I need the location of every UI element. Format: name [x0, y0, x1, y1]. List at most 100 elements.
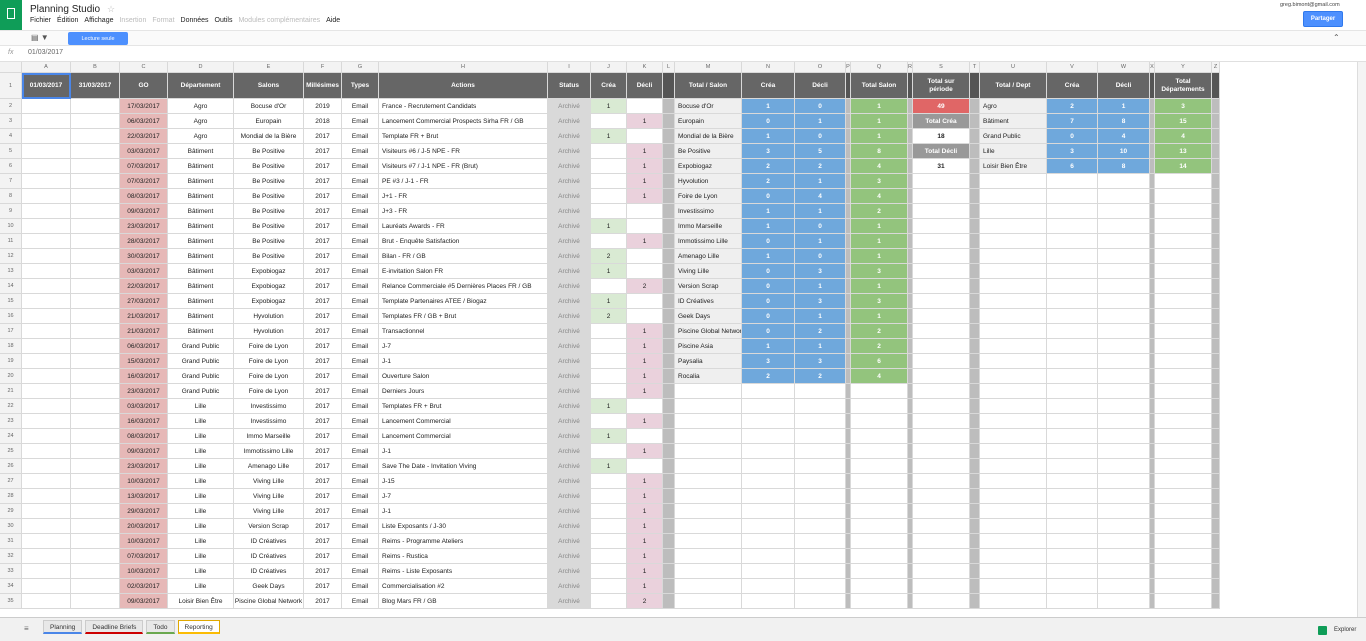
planning-cell: Expobiogaz: [234, 294, 304, 309]
star-icon[interactable]: ☆: [107, 4, 116, 14]
planning-cell: 2017: [304, 279, 342, 294]
planning-cell: Archivé: [548, 279, 591, 294]
planning-cell: Brut - Enquête Satisfaction: [379, 234, 548, 249]
planning-cell: [591, 519, 627, 534]
empty-cell: [913, 414, 970, 429]
planning-cell: Reims - Liste Exposants: [379, 564, 548, 579]
spacer-cell: [846, 369, 851, 384]
period-total: Total Décli: [913, 144, 970, 159]
empty-cell: [1155, 174, 1212, 189]
total-label: Immo Marseille: [675, 219, 742, 234]
planning-cell: Email: [342, 504, 379, 519]
spacer-cell: [970, 444, 980, 459]
planning-cell: Email: [342, 444, 379, 459]
explore-icon[interactable]: [1318, 626, 1327, 635]
empty-cell: [71, 309, 120, 324]
empty-cell: [795, 549, 846, 564]
planning-cell: 1: [627, 504, 663, 519]
explore-button[interactable]: Explorer: [1334, 627, 1357, 633]
sheet-tab[interactable]: Todo: [146, 620, 175, 634]
menu-item[interactable]: Fichier: [30, 17, 52, 24]
planning-cell: J-7: [379, 489, 548, 504]
empty-cell: [980, 369, 1047, 384]
spacer-cell: [1212, 99, 1220, 114]
collapse-icon[interactable]: ⌃: [1333, 33, 1340, 42]
empty-cell: [1047, 399, 1098, 414]
corner: [0, 62, 22, 73]
spacer-cell: [908, 129, 913, 144]
planning-cell: Agro: [168, 99, 234, 114]
share-button[interactable]: Partager: [1303, 11, 1343, 27]
total-value: 3: [1047, 144, 1098, 159]
empty-cell: [795, 504, 846, 519]
spacer-cell: [846, 459, 851, 474]
planning-cell: Bâtiment: [168, 174, 234, 189]
planning-cell: Email: [342, 399, 379, 414]
period-total: Total Créa: [913, 114, 970, 129]
planning-cell: Lille: [168, 444, 234, 459]
sheet-tab[interactable]: Deadline Briefs: [85, 620, 144, 634]
planning-cell: Archivé: [548, 399, 591, 414]
empty-cell: [795, 474, 846, 489]
menu-item[interactable]: Affichage: [84, 17, 114, 24]
empty-cell: [71, 234, 120, 249]
row-number: 24: [0, 429, 22, 444]
menu-item[interactable]: Édition: [57, 17, 79, 24]
spacer-cell: [1150, 444, 1155, 459]
row-number: 1: [0, 73, 22, 99]
empty-cell: [71, 354, 120, 369]
spacer-cell: [846, 144, 851, 159]
menu-item[interactable]: Modules complémentaires: [238, 17, 321, 24]
empty-cell: [1155, 444, 1212, 459]
spacer-cell: [663, 114, 675, 129]
empty-cell: [1098, 174, 1150, 189]
menu-item[interactable]: Insertion: [119, 17, 147, 24]
sheet-list-icon[interactable]: ≡: [24, 624, 29, 633]
spacer-cell: [663, 579, 675, 594]
planning-cell: E-invitation Salon FR: [379, 264, 548, 279]
total-value: 0: [742, 234, 795, 249]
menu-item[interactable]: Format: [152, 17, 175, 24]
planning-cell: Email: [342, 114, 379, 129]
empty-cell: [851, 594, 908, 609]
empty-cell: [1155, 354, 1212, 369]
app-icon[interactable]: [0, 0, 22, 30]
planning-cell: Email: [342, 99, 379, 114]
menu-item[interactable]: Données: [180, 17, 209, 24]
menu-item[interactable]: Outils: [214, 17, 233, 24]
empty-cell: [675, 594, 742, 609]
scrollbar[interactable]: [1357, 62, 1366, 618]
sheet-tab[interactable]: Reporting: [177, 620, 220, 634]
planning-cell: Foire de Lyon: [234, 339, 304, 354]
sheet-tab[interactable]: Planning: [43, 620, 83, 634]
total-value: 0: [795, 99, 846, 114]
empty-cell: [71, 324, 120, 339]
planning-cell: Archivé: [548, 594, 591, 609]
print-icon[interactable]: ▤ ▼: [31, 33, 49, 42]
menu-item[interactable]: Aide: [326, 17, 341, 24]
empty-cell: [980, 324, 1047, 339]
planning-cell: Liste Exposants / J-30: [379, 519, 548, 534]
spacer-cell: [1150, 73, 1155, 99]
empty-cell: [1047, 459, 1098, 474]
total-value: 4: [795, 189, 846, 204]
spacer-cell: [1212, 489, 1220, 504]
total-value: 0: [795, 129, 846, 144]
planning-cell: 15/03/2017: [120, 354, 168, 369]
planning-cell: Email: [342, 204, 379, 219]
planning-cell: Lille: [168, 399, 234, 414]
planning-cell: 08/03/2017: [120, 429, 168, 444]
column-letter: H: [379, 62, 548, 73]
empty-cell: [675, 384, 742, 399]
empty-cell: [22, 174, 71, 189]
planning-cell: [591, 114, 627, 129]
read-only-badge[interactable]: Lecture seule: [68, 32, 128, 45]
spacer-cell: [970, 249, 980, 264]
row-number: 34: [0, 579, 22, 594]
account[interactable]: greg.bimont@gmail.com: [1280, 2, 1340, 8]
header-cell: Total / Dept: [980, 73, 1047, 99]
planning-cell: Email: [342, 234, 379, 249]
planning-cell: [591, 474, 627, 489]
spacer-cell: [846, 474, 851, 489]
spacer-cell: [663, 339, 675, 354]
